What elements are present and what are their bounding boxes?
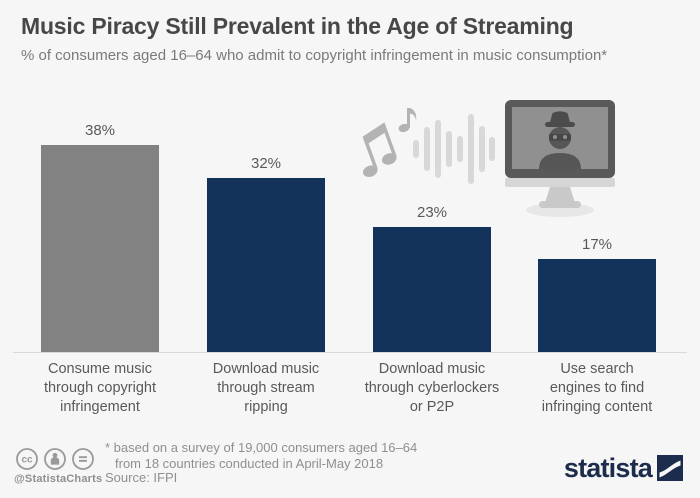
bar-category-label-1: Consume music through copyright infringeme… (43, 361, 157, 415)
equals-icon (72, 448, 94, 470)
bar-category-label-4: Use search engines to find infringing cont… (541, 361, 653, 415)
bar-value-label-1: 38% (84, 122, 116, 139)
page-title: Music Piracy Still Prevalent in the Age … (21, 13, 574, 39)
bar-category-label-3: Download music through cyberlockers or P2P (364, 361, 500, 415)
source-label: Source: IFPI (105, 470, 178, 485)
footnote: * based on a survey of 19,000 consumers … (105, 440, 417, 471)
footnote-line-1: * based on a survey of 19,000 consumers … (105, 440, 418, 455)
statista-wordmark: statista (563, 453, 653, 483)
bar-1 (41, 145, 159, 352)
bar-value-label-3: 23% (416, 204, 448, 221)
bar-2 (207, 178, 325, 352)
footnote-line-2: from 18 countries conducted in April-May… (115, 455, 384, 471)
cc-icon: cc (16, 448, 38, 470)
creative-commons-badges: cc (15, 447, 95, 471)
music-notes-waveform-icon (362, 108, 495, 184)
chart-baseline (13, 352, 687, 353)
statista-charts-handle: @StatistaCharts (14, 473, 103, 485)
bar-value-label-2: 32% (250, 155, 282, 172)
statista-logo: statista (563, 453, 683, 483)
pirate-monitor-icon (505, 100, 615, 217)
page-subtitle: % of consumers aged 16–64 who admit to c… (21, 47, 608, 64)
bar-3 (373, 227, 491, 352)
bar-category-label-2: Download music through stream ripping (212, 361, 320, 415)
bar-4 (538, 259, 656, 352)
bar-value-label-4: 17% (581, 236, 613, 253)
svg-text:cc: cc (21, 455, 33, 466)
statista-swoosh-icon (657, 455, 683, 481)
attribution-person-icon (44, 448, 66, 470)
